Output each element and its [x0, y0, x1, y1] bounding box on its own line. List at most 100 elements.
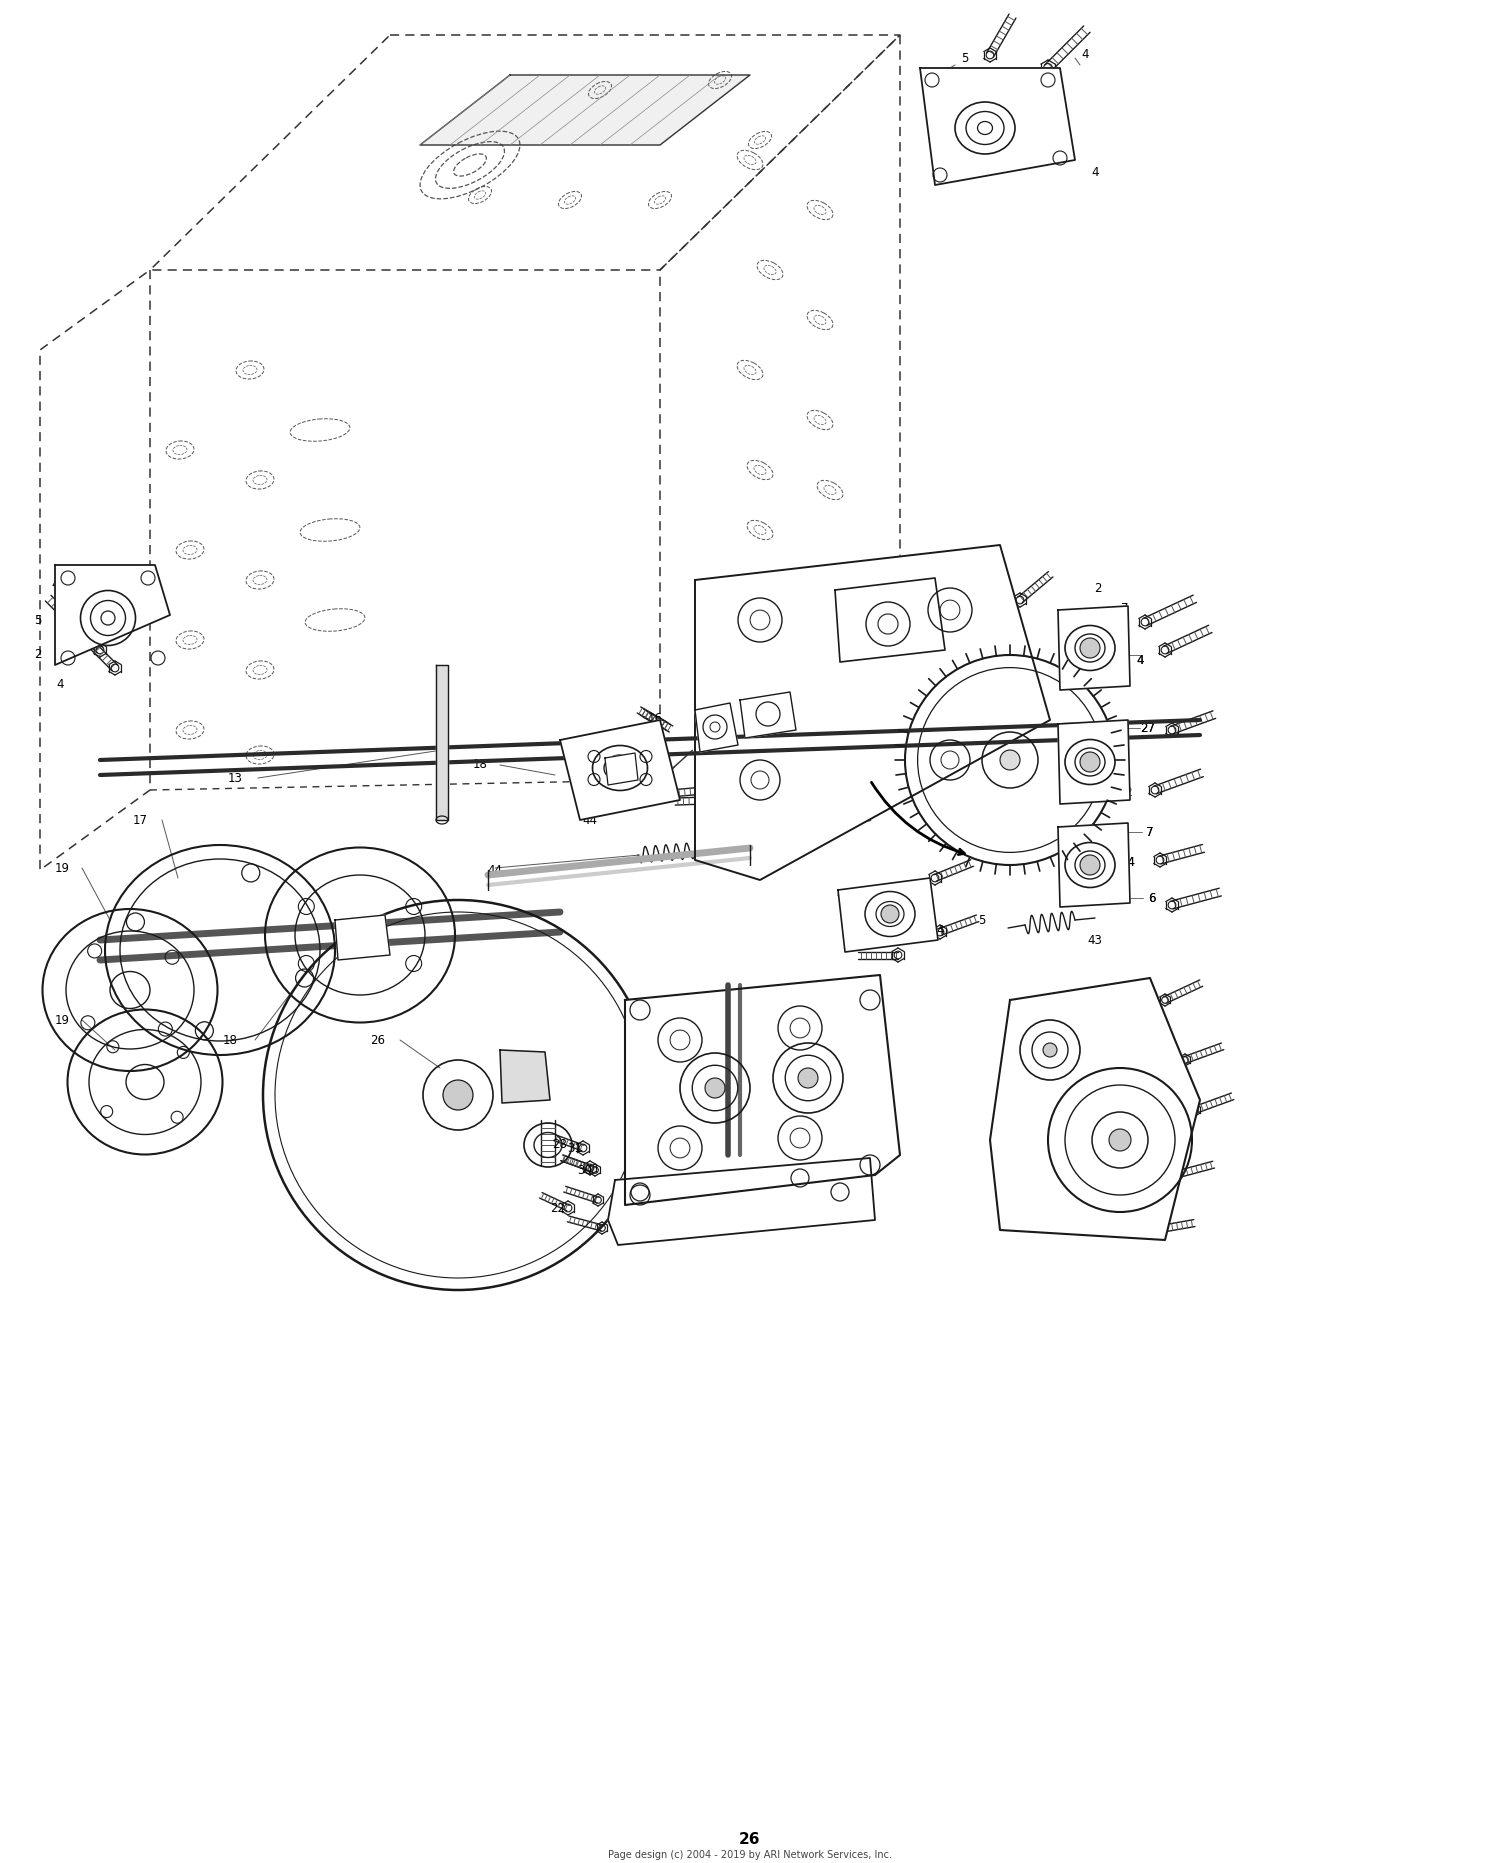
- Polygon shape: [626, 974, 900, 1205]
- Text: 2: 2: [1106, 641, 1113, 654]
- Text: 4: 4: [1137, 654, 1143, 667]
- Circle shape: [1108, 1129, 1131, 1151]
- Polygon shape: [608, 1159, 874, 1244]
- Text: 44: 44: [582, 814, 597, 827]
- Text: 35: 35: [652, 1218, 668, 1231]
- Text: 28: 28: [552, 1138, 567, 1151]
- Text: 33: 33: [774, 1215, 789, 1228]
- Text: 23: 23: [741, 833, 756, 846]
- Polygon shape: [500, 1051, 550, 1103]
- Text: 2: 2: [34, 648, 42, 661]
- Text: 27: 27: [1140, 721, 1155, 734]
- Text: 43: 43: [1088, 933, 1102, 946]
- Polygon shape: [694, 702, 738, 753]
- Text: 24: 24: [1120, 855, 1136, 868]
- Text: 7: 7: [1146, 825, 1154, 838]
- Text: 27: 27: [1140, 721, 1155, 734]
- Text: 5: 5: [946, 714, 954, 727]
- Text: 7: 7: [1007, 594, 1014, 607]
- Text: 41: 41: [858, 788, 873, 801]
- Text: 33: 33: [783, 1105, 798, 1118]
- Text: 36: 36: [1098, 1086, 1113, 1099]
- Text: 4: 4: [57, 678, 63, 691]
- Text: 2: 2: [957, 581, 963, 594]
- Polygon shape: [56, 564, 170, 665]
- Polygon shape: [560, 719, 680, 820]
- Polygon shape: [740, 691, 796, 738]
- Text: 26: 26: [370, 1034, 386, 1047]
- Polygon shape: [334, 915, 390, 959]
- Text: 17: 17: [132, 814, 147, 827]
- Text: 4: 4: [936, 924, 944, 937]
- Text: 26: 26: [740, 1833, 760, 1848]
- Text: 4: 4: [1082, 48, 1089, 61]
- Text: 4: 4: [1137, 654, 1143, 667]
- Polygon shape: [150, 35, 900, 270]
- Polygon shape: [604, 753, 638, 784]
- Text: 12: 12: [712, 693, 728, 706]
- Text: 38: 38: [1114, 1112, 1130, 1125]
- Text: 34: 34: [1062, 1036, 1077, 1049]
- Text: 6: 6: [1149, 892, 1155, 905]
- Text: 21: 21: [612, 734, 627, 747]
- Text: 30: 30: [578, 1164, 592, 1177]
- Circle shape: [1042, 1043, 1058, 1056]
- Text: 7: 7: [1146, 825, 1154, 838]
- Text: 2: 2: [1094, 581, 1101, 594]
- Text: 25: 25: [750, 1013, 765, 1027]
- Text: 15: 15: [771, 814, 786, 827]
- Text: 44: 44: [488, 863, 502, 876]
- Text: 18: 18: [222, 1034, 237, 1047]
- Text: 2: 2: [1017, 82, 1023, 95]
- Text: 8: 8: [846, 622, 853, 635]
- Text: 18: 18: [472, 758, 488, 771]
- Text: 7: 7: [1120, 602, 1128, 615]
- Text: 37: 37: [1104, 1203, 1119, 1217]
- Text: 6: 6: [1149, 892, 1155, 905]
- Circle shape: [1080, 855, 1100, 876]
- Text: 15: 15: [672, 1049, 687, 1062]
- Circle shape: [798, 1067, 818, 1088]
- Circle shape: [705, 1079, 724, 1097]
- Text: 4: 4: [837, 889, 843, 902]
- Text: 39: 39: [1131, 1142, 1146, 1155]
- Polygon shape: [1058, 823, 1130, 907]
- Circle shape: [442, 1081, 472, 1110]
- Polygon shape: [694, 546, 1050, 879]
- Text: 22: 22: [550, 1202, 566, 1215]
- Text: 2: 2: [1125, 786, 1131, 799]
- Text: 16: 16: [648, 712, 663, 725]
- Circle shape: [880, 905, 898, 922]
- Polygon shape: [420, 75, 750, 145]
- Text: 2: 2: [1106, 641, 1113, 654]
- Text: 20: 20: [573, 741, 588, 755]
- Text: 10: 10: [970, 658, 986, 671]
- Polygon shape: [660, 35, 900, 781]
- Polygon shape: [436, 665, 448, 820]
- Text: 29: 29: [714, 1051, 729, 1064]
- Text: 19: 19: [54, 861, 69, 874]
- Text: 41: 41: [735, 1105, 750, 1118]
- Text: Page design (c) 2004 - 2019 by ARI Network Services, Inc.: Page design (c) 2004 - 2019 by ARI Netwo…: [608, 1850, 892, 1859]
- Polygon shape: [40, 270, 150, 870]
- Text: 32: 32: [651, 794, 666, 807]
- Text: 5: 5: [978, 913, 986, 926]
- Circle shape: [1000, 751, 1020, 769]
- Polygon shape: [990, 978, 1200, 1241]
- Text: 11: 11: [852, 1036, 867, 1049]
- Circle shape: [1080, 637, 1100, 658]
- Text: 13: 13: [228, 771, 243, 784]
- Text: 4: 4: [51, 579, 58, 591]
- Text: 40: 40: [1131, 1168, 1146, 1181]
- Polygon shape: [836, 578, 945, 661]
- Text: 24: 24: [1120, 855, 1136, 868]
- Text: 19: 19: [54, 1013, 69, 1027]
- Polygon shape: [920, 69, 1076, 184]
- Text: 4: 4: [1090, 166, 1098, 179]
- Circle shape: [1080, 753, 1100, 771]
- Text: 5: 5: [34, 613, 42, 626]
- Text: 22: 22: [732, 654, 747, 667]
- Text: 22: 22: [768, 1049, 783, 1062]
- Text: 9: 9: [936, 654, 944, 667]
- Text: 14: 14: [753, 609, 768, 622]
